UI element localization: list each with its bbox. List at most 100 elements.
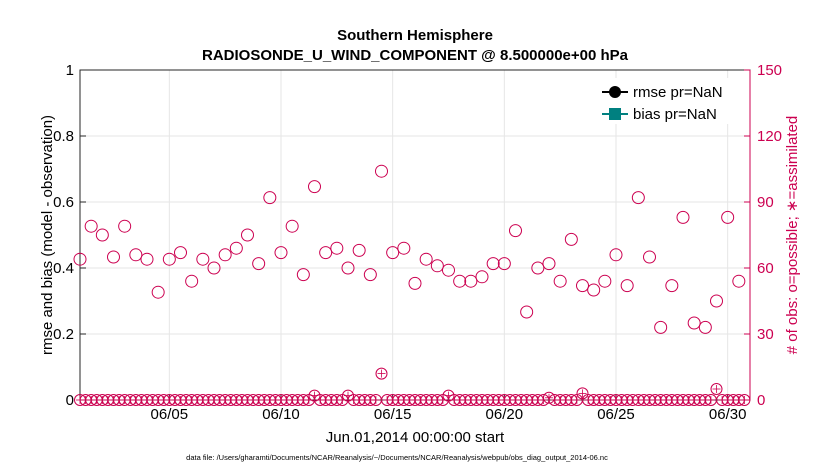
obs-possible-point	[643, 250, 656, 264]
obs-possible-point	[520, 305, 534, 319]
obs-possible-point	[330, 241, 344, 255]
y-axis-label-right: # of obs: o=possible; ∗=assimilated	[784, 116, 801, 355]
legend: rmse pr=NaN bias pr=NaN	[595, 78, 735, 124]
obs-assimilated-point	[576, 387, 589, 400]
obs-possible-point	[710, 294, 723, 308]
obs-possible-point	[721, 210, 735, 224]
obs-assimilated-point	[375, 367, 388, 380]
obs-possible-point	[363, 268, 377, 282]
obs-possible-point	[107, 250, 120, 264]
y-axis-label-left: rmse and bias (model - observation)	[39, 115, 56, 355]
obs-possible-point	[676, 210, 690, 224]
data-file-footer: data file: /Users/gharamti/Documents/NCA…	[186, 453, 608, 462]
obs-possible-point	[732, 274, 746, 288]
x-tick-label: 06/20	[486, 406, 524, 423]
obs-possible-point	[308, 180, 321, 194]
series-obs-assimilated	[74, 367, 751, 406]
obs-possible-point	[241, 228, 254, 242]
obs-possible-point	[285, 219, 299, 233]
obs-possible-point	[296, 268, 310, 282]
obs-possible-point	[229, 241, 243, 255]
obs-possible-point	[620, 279, 634, 293]
obs-possible-point	[453, 274, 467, 288]
obs-possible-point	[542, 257, 556, 271]
x-tick-label: 06/05	[151, 406, 189, 423]
obs-possible-point	[319, 246, 333, 260]
x-tick-label: 06/30	[709, 406, 747, 423]
obs-possible-point	[174, 246, 187, 260]
obs-possible-point	[140, 252, 154, 266]
chart-subtitle: RADIOSONDE_U_WIND_COMPONENT @ 8.500000e+…	[202, 47, 629, 64]
obs-possible-point	[151, 285, 165, 299]
y-tick-label-left: 0	[66, 392, 74, 409]
obs-possible-point	[598, 274, 612, 288]
y-tick-label-right: 30	[757, 326, 774, 343]
obs-possible-point	[118, 219, 132, 233]
chart-title: Southern Hemisphere	[337, 27, 493, 44]
legend-bias-label: bias pr=NaN	[633, 106, 717, 123]
obs-possible-point	[475, 270, 489, 284]
obs-possible-point	[84, 219, 98, 233]
legend-rmse-marker	[609, 86, 621, 98]
obs-possible-point	[162, 252, 176, 266]
obs-assimilated-point	[738, 394, 751, 406]
obs-assimilated-point	[570, 394, 583, 406]
obs-possible-point	[698, 320, 712, 334]
obs-possible-point	[375, 164, 388, 178]
x-tick-label: 06/15	[374, 406, 412, 423]
y-tick-label-left: 0.4	[53, 260, 74, 277]
obs-possible-point	[609, 248, 623, 262]
obs-possible-point	[196, 252, 210, 266]
obs-possible-point	[352, 243, 366, 257]
obs-possible-point	[665, 279, 679, 293]
obs-possible-point	[442, 263, 455, 277]
obs-possible-point	[531, 261, 545, 275]
obs-possible-point	[486, 257, 500, 271]
legend-bias-marker	[609, 108, 621, 120]
series-obs-possible	[73, 164, 746, 334]
y-tick-label-right: 120	[757, 128, 782, 145]
legend-rmse-label: rmse pr=NaN	[633, 84, 723, 101]
y-axis-right: 0 30 60 90 120 150	[744, 62, 782, 409]
obs-possible-point	[218, 248, 232, 262]
obs-possible-point	[408, 276, 422, 290]
obs-possible-point	[95, 228, 109, 242]
y-tick-label-left: 1	[66, 62, 74, 79]
obs-possible-point	[274, 246, 288, 260]
y-tick-label-right: 150	[757, 62, 782, 79]
obs-assimilated-point	[710, 383, 723, 395]
obs-assimilated-point	[704, 394, 717, 406]
y-axis-left: 0 0.2 0.4 0.6 0.8 1	[53, 62, 86, 409]
obs-possible-point	[553, 274, 567, 288]
obs-possible-point	[587, 283, 601, 297]
obs-possible-point	[397, 241, 411, 255]
obs-possible-point	[464, 274, 478, 288]
x-tick-label: 06/25	[597, 406, 635, 423]
x-tick-label: 06/10	[262, 406, 300, 423]
obs-possible-point	[129, 248, 143, 262]
obs-possible-point	[252, 257, 266, 271]
obs-possible-point	[207, 261, 221, 275]
x-axis-label: Jun.01,2014 00:00:00 start	[326, 429, 505, 446]
obs-possible-point	[419, 252, 433, 266]
y-tick-label-left: 0.6	[53, 194, 74, 211]
y-tick-label-left: 0.8	[53, 128, 74, 145]
obs-possible-point	[263, 191, 277, 205]
x-axis: 06/05 06/10 06/15 06/20 06/25 06/30	[151, 394, 747, 423]
obs-possible-point	[185, 274, 199, 288]
obs-possible-point	[564, 232, 578, 246]
obs-possible-point	[654, 320, 668, 334]
obs-assimilated-point	[369, 394, 382, 406]
obs-possible-point	[576, 279, 589, 293]
obs-possible-point	[687, 316, 701, 330]
obs-possible-point	[631, 191, 645, 205]
obs-possible-point	[341, 261, 355, 275]
y-tick-label-right: 90	[757, 194, 774, 211]
obs-possible-point	[386, 246, 400, 260]
obs-possible-point	[509, 224, 522, 238]
obs-possible-point	[430, 259, 444, 273]
obs-possible-point	[73, 252, 87, 266]
obs-possible-point	[497, 257, 511, 271]
y-tick-label-left: 0.2	[53, 326, 74, 343]
